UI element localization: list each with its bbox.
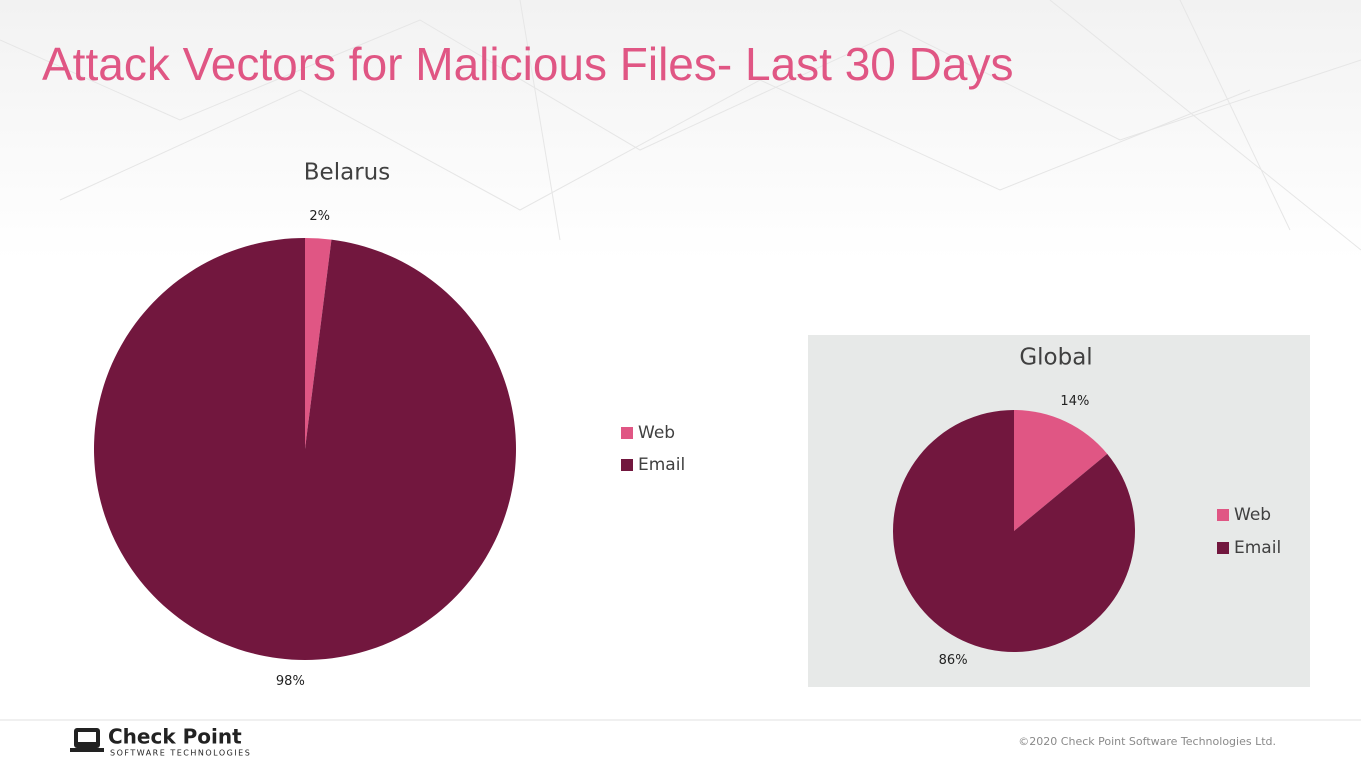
logo-icon xyxy=(70,728,104,752)
header-background xyxy=(0,0,1361,260)
pie-slice xyxy=(93,238,516,660)
legend-swatch xyxy=(1217,542,1229,554)
logo-text: Check Point xyxy=(108,725,242,749)
legend-label: Web xyxy=(1234,505,1271,525)
chart-title: Global xyxy=(1019,345,1092,371)
data-label: 14% xyxy=(1060,394,1089,409)
pie-slice xyxy=(892,410,1135,652)
legend-label: Web xyxy=(638,423,675,443)
network-decoration xyxy=(0,0,1361,251)
data-label: 86% xyxy=(939,653,968,668)
legend-label: Email xyxy=(1234,538,1281,558)
legend-label: Email xyxy=(638,455,685,475)
pie-slice xyxy=(1014,410,1108,531)
chart-title: Belarus xyxy=(304,160,390,186)
legend-swatch xyxy=(621,427,633,439)
logo-subtext: SOFTWARE TECHNOLOGIES xyxy=(110,749,251,757)
data-label: 98% xyxy=(276,674,305,689)
legend-swatch xyxy=(621,459,633,471)
copyright: ©2020 Check Point Software Technologies … xyxy=(1018,735,1276,748)
legend-swatch xyxy=(1217,509,1229,521)
data-label: 2% xyxy=(309,209,330,224)
pie-slice xyxy=(305,238,332,449)
slide-title: Attack Vectors for Malicious Files- Last… xyxy=(42,38,1013,90)
